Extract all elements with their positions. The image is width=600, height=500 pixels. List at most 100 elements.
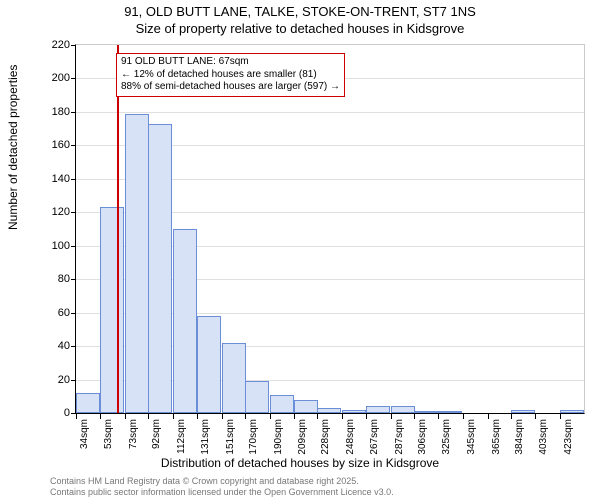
xtick-mark xyxy=(148,414,149,419)
ytick-mark xyxy=(71,313,76,314)
xtick-mark xyxy=(366,414,367,419)
ytick-mark xyxy=(71,212,76,213)
histogram-bar xyxy=(222,343,246,413)
histogram-bar xyxy=(414,411,438,413)
ytick-label: 40 xyxy=(40,340,70,352)
histogram-bar xyxy=(100,207,124,413)
histogram-bar xyxy=(511,410,535,413)
histogram-bar xyxy=(173,229,197,413)
ytick-mark xyxy=(71,179,76,180)
xtick-label: 306sqm xyxy=(417,419,428,455)
histogram-bar xyxy=(391,406,415,413)
xtick-label: 287sqm xyxy=(394,419,405,455)
ytick-label: 220 xyxy=(40,39,70,51)
histogram-bar xyxy=(317,408,341,413)
histogram-bar xyxy=(197,316,221,413)
chart-area: 020406080100120140160180200220 91 OLD BU… xyxy=(45,44,585,444)
footer-line1: Contains HM Land Registry data © Crown c… xyxy=(50,476,394,487)
ytick-mark xyxy=(71,380,76,381)
xtick-mark xyxy=(391,414,392,419)
ytick-label: 80 xyxy=(40,273,70,285)
ytick-mark xyxy=(71,279,76,280)
plot-area: 020406080100120140160180200220 91 OLD BU… xyxy=(75,44,585,414)
xtick-mark xyxy=(342,414,343,419)
histogram-bar xyxy=(294,400,318,413)
xtick-mark xyxy=(197,414,198,419)
xtick-label: 92sqm xyxy=(151,419,162,449)
xtick-mark xyxy=(438,414,439,419)
ytick-mark xyxy=(71,346,76,347)
ytick-label: 140 xyxy=(40,173,70,185)
xtick-label: 345sqm xyxy=(466,419,477,455)
xtick-label: 73sqm xyxy=(128,419,139,449)
x-axis-label: Distribution of detached houses by size … xyxy=(0,456,600,470)
xtick-label: 34sqm xyxy=(79,419,90,449)
anno-line1: 91 OLD BUTT LANE: 67sqm xyxy=(121,56,340,69)
anno-line2: ← 12% of detached houses are smaller (81… xyxy=(121,69,340,82)
footer: Contains HM Land Registry data © Crown c… xyxy=(50,476,394,498)
ytick-label: 160 xyxy=(40,139,70,151)
ytick-label: 60 xyxy=(40,307,70,319)
xtick-label: 131sqm xyxy=(200,419,211,455)
xtick-label: 384sqm xyxy=(514,419,525,455)
xtick-label: 53sqm xyxy=(103,419,114,449)
title-line1: 91, OLD BUTT LANE, TALKE, STOKE-ON-TRENT… xyxy=(0,4,600,21)
histogram-bar xyxy=(438,411,462,413)
xtick-mark xyxy=(173,414,174,419)
reference-line xyxy=(117,45,119,413)
xtick-label: 190sqm xyxy=(273,419,284,455)
histogram-bar xyxy=(148,124,172,413)
histogram-bar xyxy=(270,395,294,413)
xtick-mark xyxy=(317,414,318,419)
gridline xyxy=(76,112,584,113)
ytick-label: 0 xyxy=(40,407,70,419)
histogram-bar xyxy=(342,410,366,413)
chart-container: 91, OLD BUTT LANE, TALKE, STOKE-ON-TRENT… xyxy=(0,0,600,500)
xtick-mark xyxy=(294,414,295,419)
xtick-label: 325sqm xyxy=(441,419,452,455)
ytick-label: 180 xyxy=(40,106,70,118)
ytick-label: 20 xyxy=(40,374,70,386)
xtick-mark xyxy=(245,414,246,419)
ytick-mark xyxy=(71,145,76,146)
xtick-mark xyxy=(560,414,561,419)
footer-line2: Contains public sector information licen… xyxy=(50,487,394,498)
anno-line3: 88% of semi-detached houses are larger (… xyxy=(121,81,340,94)
xtick-label: 365sqm xyxy=(491,419,502,455)
xtick-mark xyxy=(100,414,101,419)
title-block: 91, OLD BUTT LANE, TALKE, STOKE-ON-TRENT… xyxy=(0,0,600,38)
ytick-mark xyxy=(71,45,76,46)
xtick-label: 151sqm xyxy=(225,419,236,455)
xtick-label: 170sqm xyxy=(248,419,259,455)
xtick-mark xyxy=(222,414,223,419)
xtick-label: 267sqm xyxy=(369,419,380,455)
xtick-label: 423sqm xyxy=(563,419,574,455)
histogram-bar xyxy=(76,393,100,413)
xtick-mark xyxy=(125,414,126,419)
xtick-mark xyxy=(270,414,271,419)
xtick-label: 112sqm xyxy=(176,419,187,454)
xtick-label: 228sqm xyxy=(320,419,331,455)
ytick-mark xyxy=(71,78,76,79)
ytick-mark xyxy=(71,246,76,247)
annotation-box: 91 OLD BUTT LANE: 67sqm ← 12% of detache… xyxy=(116,53,345,97)
xtick-mark xyxy=(535,414,536,419)
xtick-mark xyxy=(414,414,415,419)
xtick-label: 403sqm xyxy=(538,419,549,455)
xtick-label: 209sqm xyxy=(297,419,308,455)
histogram-bar xyxy=(245,381,269,413)
xtick-mark xyxy=(463,414,464,419)
xtick-mark xyxy=(511,414,512,419)
histogram-bar xyxy=(560,410,584,413)
xtick-mark xyxy=(76,414,77,419)
xtick-mark xyxy=(488,414,489,419)
title-line2: Size of property relative to detached ho… xyxy=(0,21,600,38)
histogram-bar xyxy=(366,406,390,413)
y-axis-label: Number of detached properties xyxy=(6,65,20,230)
histogram-bar xyxy=(125,114,149,413)
ytick-label: 200 xyxy=(40,72,70,84)
ytick-mark xyxy=(71,112,76,113)
xtick-label: 248sqm xyxy=(345,419,356,455)
ytick-label: 100 xyxy=(40,240,70,252)
ytick-label: 120 xyxy=(40,206,70,218)
